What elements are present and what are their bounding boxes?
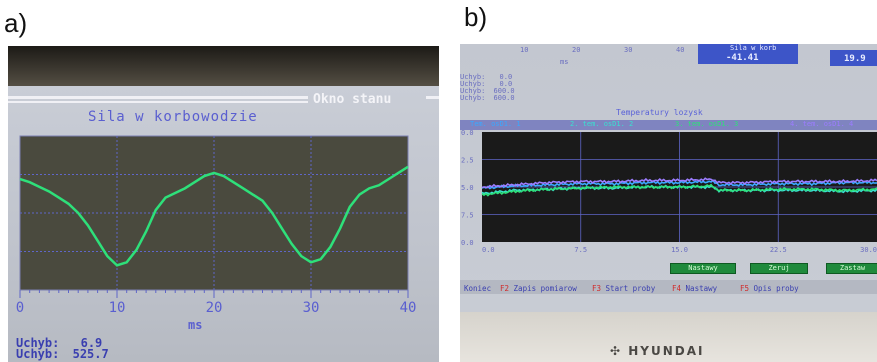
zeruj-button[interactable]: Zeruj <box>750 263 808 274</box>
zeruj-button-label: Zeruj <box>768 264 790 272</box>
chart-b-x-tick-label: 30.0 <box>860 246 877 254</box>
status-row-1-value: 6.9 <box>80 336 103 350</box>
chart-b-y-tick-label: 0.0 <box>461 239 474 247</box>
nastawy-button-label: Nastawy <box>688 264 718 272</box>
uchyb-row-1: Uchyb: 0.0 <box>460 73 513 81</box>
fkey-f3-label: Start proby <box>605 284 656 293</box>
fkey-f5-key: F5 <box>740 284 750 293</box>
monitor-bezel-bottom <box>460 312 877 362</box>
top-scale-tick-4: 40 <box>676 46 685 54</box>
chart-b-x-tick-label: 22.5 <box>770 246 787 254</box>
legend-item-3: 3. tem. osD1. 3 <box>675 120 739 128</box>
chart-a-x-tick-label: 20 <box>206 300 223 316</box>
window-title: Okno stanu <box>313 92 392 107</box>
nastawy-button[interactable]: Nastawy <box>670 263 736 274</box>
legend-strip <box>460 120 877 130</box>
legend-item-4: 4. tem. osD1. 4 <box>790 120 854 128</box>
chart-a-x-tick-label: 30 <box>303 300 320 316</box>
panel-label-b: b) <box>464 2 488 32</box>
window-frame-line-left <box>8 96 308 99</box>
brand-logo-text: HYUNDAI <box>628 344 705 358</box>
status-row-2-label: Uchyb: <box>16 347 60 361</box>
uchyb-row-3-label: Uchyb: <box>460 87 486 95</box>
fkey-f3[interactable]: F3 Start proby <box>592 284 655 293</box>
chart-a-x-tick-label: 0 <box>16 300 24 316</box>
fkey-f2-label: Zapis pomiarow <box>513 284 577 293</box>
status-row-2-value: 525.7 <box>72 347 109 361</box>
chart-b-y-tick-label: 5.0 <box>461 184 474 192</box>
legend-item-1: Tem. osD1. 1 <box>470 120 521 128</box>
uchyb-row-4: Uchyb: 600.0 <box>460 94 515 102</box>
chart-b-y-tick-label: 0.0 <box>461 130 474 137</box>
monitor-bezel-top <box>8 46 439 90</box>
chart-b-x-tick-label: 0.0 <box>482 246 495 254</box>
status-row-1-label: Uchyb: <box>16 336 60 350</box>
chart-b-y-tick-label: 2.5 <box>461 157 474 165</box>
uchyb-row-2: Uchyb: 0.0 <box>460 80 513 88</box>
chart-b-series-line-4 <box>481 177 877 189</box>
status-row-1: Uchyb: 6.9 <box>16 336 103 350</box>
fkey-f2[interactable]: F2 Zapis pomiarow <box>500 284 577 293</box>
brand-logo: ✣ HYUNDAI <box>610 344 704 358</box>
uchyb-row-4-label: Uchyb: <box>460 94 486 102</box>
chart-b-x-tick-label: 15.0 <box>671 246 688 254</box>
brand-logo-icon: ✣ <box>610 344 623 358</box>
window-frame-line-right <box>426 96 439 99</box>
chart-b-series-line-3 <box>481 183 877 197</box>
top-scale-tick-2: 20 <box>572 46 581 54</box>
fkey-f3-key: F3 <box>592 284 602 293</box>
chart-a-xlabel: ms <box>188 318 203 332</box>
chart-a: 0 10 20 30 40 <box>16 135 417 316</box>
header-box: Sila w korb -41.41 <box>698 44 798 64</box>
chart-b-title: Temperatury lozysk <box>616 108 703 117</box>
fkey-f2-key: F2 <box>500 284 510 293</box>
chart-a-x-tick-label: 40 <box>400 300 417 316</box>
header-right-value: 19.9 <box>844 54 866 64</box>
window-frame-line-left-2 <box>8 101 308 103</box>
function-key-bar <box>460 280 877 294</box>
uchyb-row-4-value: 600.0 <box>493 94 515 102</box>
fkey-f4[interactable]: F4 Nastawy <box>672 284 717 293</box>
header-title: Sila w korb <box>730 44 777 52</box>
status-row-2: Uchyb: 525.7 <box>16 347 109 361</box>
zastaw-button-label: Zastaw <box>839 264 866 272</box>
chart-a-title: Sila w korbowodzie <box>88 109 258 125</box>
chart-b-x-tick-label: 7.5 <box>574 246 587 254</box>
fkey-f4-label: Nastawy <box>685 284 718 293</box>
top-scale-tick-3: 30 <box>624 46 633 54</box>
uchyb-row-1-label: Uchyb: <box>460 73 486 81</box>
top-scale-tick-1: 10 <box>520 46 529 54</box>
fkey-f5-label: Opis proby <box>753 284 799 293</box>
zastaw-button[interactable]: Zastaw <box>826 263 877 274</box>
photo-b: 10 20 30 40 ms Sila w korb -41.41 19.9 U… <box>460 44 877 362</box>
chart-b-y-tick-label: 7.5 <box>461 212 474 220</box>
photo-a: Okno stanu Sila w korbowodzie 0 10 20 30 40 … <box>8 46 439 362</box>
fkey-f5[interactable]: F5 Opis proby <box>740 284 799 293</box>
uchyb-row-2-label: Uchyb: <box>460 80 486 88</box>
uchyb-row-3-value: 600.0 <box>493 87 515 95</box>
uchyb-row-1-value: 0.0 <box>499 73 513 81</box>
header-box-right: 19.9 <box>830 50 877 66</box>
top-scale-unit: ms <box>560 58 569 66</box>
legend-item-2: 2. tem. osD1. 2 <box>570 120 634 128</box>
chart-a-x-tick-label: 10 <box>109 300 126 316</box>
fkey-koniec-label: Koniec <box>464 284 492 293</box>
uchyb-row-2-value: 0.0 <box>499 80 513 88</box>
uchyb-row-3: Uchyb: 600.0 <box>460 87 515 95</box>
fkey-koniec[interactable]: Koniec <box>464 284 491 293</box>
header-value: -41.41 <box>726 53 759 63</box>
chart-a-series-line <box>19 165 409 267</box>
fkey-f4-key: F4 <box>672 284 682 293</box>
chart-b: 0.0 2.5 5.0 7.5 0.0 0.0 7.5 15.0 22.5 30.0 <box>461 130 877 254</box>
panel-label-a: a) <box>4 8 28 38</box>
